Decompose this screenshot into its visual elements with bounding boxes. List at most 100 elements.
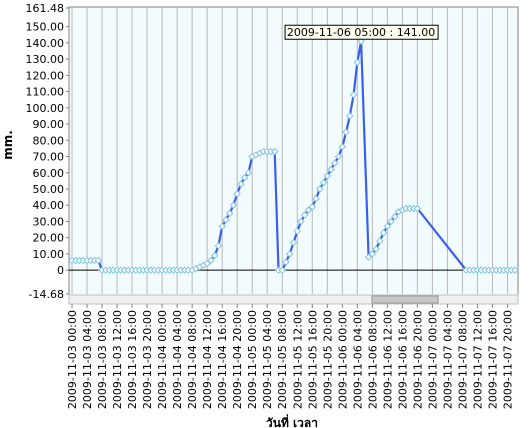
data-point [214,242,223,250]
scrollbar-thumb[interactable] [371,295,439,304]
x-tick-label: 2009-11-03 04:00 [81,310,94,409]
data-point [293,227,301,235]
data-point [511,266,519,274]
y-axis-title: mm. [1,130,15,160]
y-tick-label: 50.00 [33,183,65,196]
y-tick-label: -14.68 [29,288,64,301]
data-point [94,256,102,265]
data-point [364,253,373,261]
data-point [278,266,286,274]
y-tick-label: 70.00 [33,151,65,164]
data-point [312,195,320,203]
data-point [308,203,316,211]
data-point [244,169,253,177]
data-point [289,238,298,247]
data-point [203,259,211,268]
tooltip: 2009-11-06 05:00 : 141.00 [284,24,439,40]
data-point [301,211,309,219]
y-tick-label: 100.00 [26,102,65,115]
x-tick-label: 2009-11-03 20:00 [141,310,154,409]
x-tick-label: 2009-11-07 16:00 [486,310,499,409]
data-point [297,217,305,226]
x-tick-label: 2009-11-03 16:00 [126,310,139,409]
y-tick-label: 10.00 [33,248,65,261]
data-point [240,173,249,182]
scrollbar-track[interactable] [68,294,519,305]
x-tick-label: 2009-11-07 08:00 [456,310,469,409]
data-point [319,178,328,187]
data-point [286,250,294,258]
y-tick-label: 90.00 [33,118,65,131]
data-point [222,216,230,224]
y-tick-label: 120.00 [26,69,65,82]
data-point [383,222,392,231]
data-point [304,206,313,214]
data-point [233,190,241,198]
data-point [237,180,245,188]
x-tick-label: 2009-11-06 04:00 [351,310,364,409]
x-tick-label: 2009-11-03 08:00 [96,310,109,409]
data-point [391,212,399,221]
data-point [349,91,358,99]
scrollbar[interactable] [68,294,519,305]
data-point [346,112,354,120]
data-point [357,37,365,45]
data-point [331,159,339,167]
y-tick-label: 161.48 [26,2,65,15]
data-point [282,258,290,266]
y-tick-label: 80.00 [33,134,65,147]
x-tick-label: 2009-11-06 08:00 [366,310,379,409]
x-tick-label: 2009-11-05 12:00 [291,310,304,409]
x-tick-label: 2009-11-05 00:00 [246,310,259,409]
x-tick-label: 2009-11-06 16:00 [396,310,409,409]
data-point [271,147,279,156]
y-tick-label: 140.00 [26,37,65,50]
y-tick-label: 20.00 [33,232,65,245]
data-point [327,165,335,174]
y-tick-label: 40.00 [33,199,65,212]
x-tick-label: 2009-11-04 04:00 [171,310,184,409]
data-point [376,237,384,245]
data-point [225,209,234,218]
x-tick-label: 2009-11-05 04:00 [261,310,274,409]
x-tick-label: 2009-11-07 12:00 [471,310,484,409]
data-point [210,251,219,260]
x-tick-label: 2009-11-07 00:00 [426,310,439,409]
x-tick-label: 2009-11-05 08:00 [276,310,289,409]
x-tick-label: 2009-11-04 08:00 [186,310,199,409]
x-tick-label: 2009-11-03 00:00 [66,310,79,409]
data-point [372,245,380,253]
y-tick-label: 0 [57,264,64,277]
x-tick-label: 2009-11-04 12:00 [201,310,214,409]
data-point [342,128,350,136]
x-tick-label: 2009-11-04 00:00 [156,310,169,409]
data-point [229,201,238,209]
tooltip-box [284,24,439,40]
y-tick-label: 150.00 [26,21,65,34]
x-tick-label: 2009-11-06 00:00 [336,310,349,409]
x-tick-label: 2009-11-06 20:00 [411,310,424,409]
x-tick-label: 2009-11-04 20:00 [231,310,244,409]
x-axis-title: วันที่ เวลา [266,414,318,428]
x-tick-label: 2009-11-06 12:00 [381,310,394,409]
data-point [207,256,215,265]
y-tick-label: 110.00 [26,86,65,99]
data-point [338,143,347,151]
data-point [379,229,388,237]
tooltip-text: 2009-11-06 05:00 : 141.00 [287,26,435,39]
data-point [334,152,343,161]
data-point [353,58,362,67]
y-tick-label: 130.00 [26,53,65,66]
x-tick-label: 2009-11-07 04:00 [441,310,454,409]
data-point [368,250,377,258]
x-tick-label: 2009-11-04 16:00 [216,310,229,409]
x-tick-label: 2009-11-05 20:00 [321,310,334,409]
data-point [218,222,226,231]
data-point [316,185,324,193]
data-point [323,172,331,180]
y-tick-label: 60.00 [33,167,65,180]
data-point [387,217,395,226]
plot-area [68,6,519,296]
